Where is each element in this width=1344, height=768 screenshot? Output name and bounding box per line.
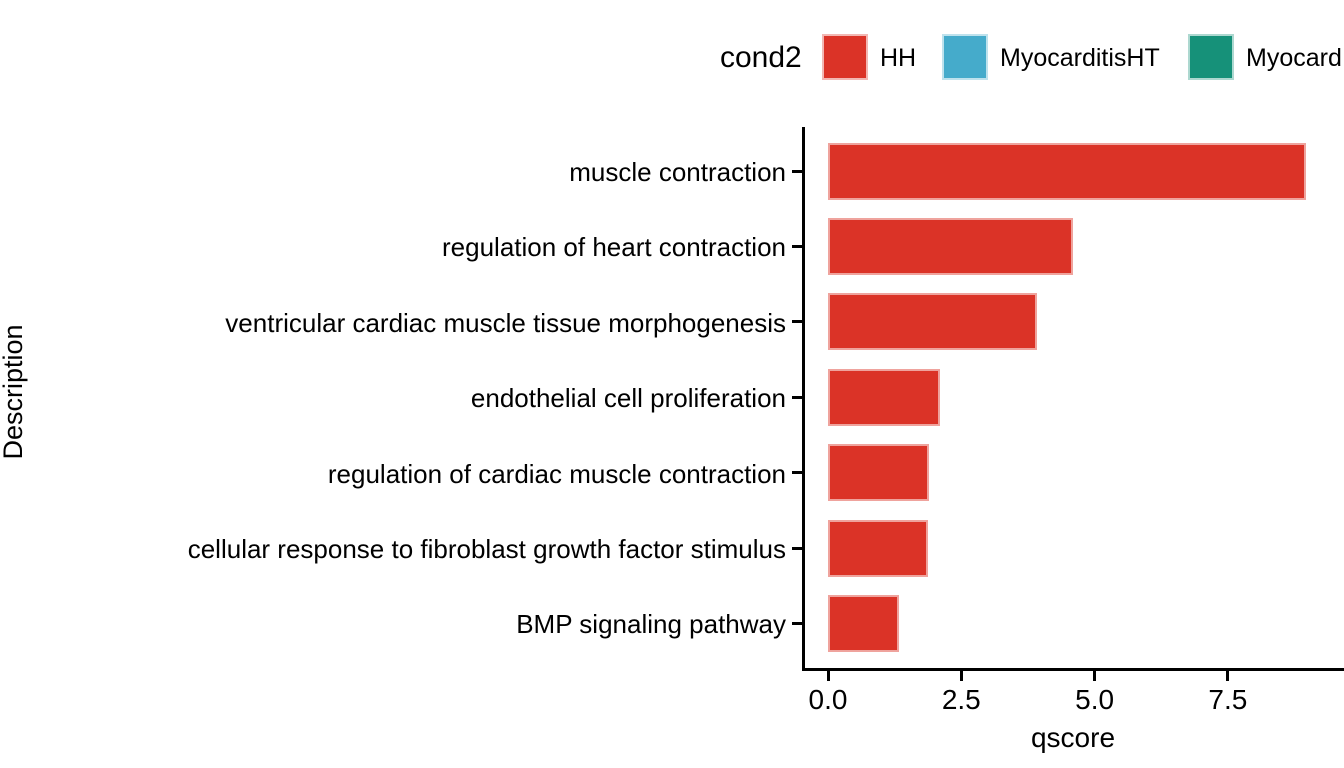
category-label: regulation of heart contraction: [442, 232, 786, 263]
x-axis-title: qscore: [1030, 722, 1116, 753]
category-label: muscle contraction: [569, 157, 786, 187]
category-label: BMP signaling pathway: [516, 609, 786, 640]
bar: [828, 293, 1037, 351]
x-tick: [1093, 671, 1097, 681]
x-tick-label: 7.5: [1208, 684, 1248, 715]
bar: [828, 594, 899, 652]
category-label: ventricular cardiac muscle tissue morpho…: [225, 307, 786, 338]
y-tick: [792, 471, 802, 475]
legend-label-1: HH: [880, 44, 917, 72]
y-axis-line: [802, 127, 805, 671]
y-tick: [792, 621, 802, 625]
category-label: endothelial cell proliferation: [470, 383, 786, 414]
y-tick: [792, 395, 802, 399]
x-tick: [959, 671, 963, 681]
x-tick-label: 5.0: [1075, 684, 1115, 715]
category-label: regulation of cardiac muscle contraction: [327, 458, 786, 489]
category-label: cellular response to fibroblast growth f…: [187, 534, 786, 564]
legend-key-3: [1188, 34, 1234, 80]
x-tick: [826, 671, 830, 681]
bar: [828, 142, 1307, 200]
y-tick: [792, 320, 802, 324]
legend-key-1: [822, 34, 868, 80]
x-tick-label: 0.0: [808, 684, 848, 715]
x-tick-label: 2.5: [941, 684, 981, 715]
y-tick: [792, 546, 802, 550]
legend-label-2: MyocarditisHT: [1000, 44, 1160, 72]
bar: [828, 368, 940, 426]
bar: [828, 444, 930, 502]
y-tick: [792, 169, 802, 173]
x-axis-line: [802, 668, 1344, 671]
bar: [828, 519, 929, 577]
legend-key-2: [942, 34, 988, 80]
legend-label-3: Myocard: [1246, 44, 1342, 72]
y-tick: [792, 244, 802, 248]
legend-title: cond2: [720, 41, 802, 74]
bar: [828, 217, 1074, 275]
x-tick: [1226, 671, 1230, 681]
